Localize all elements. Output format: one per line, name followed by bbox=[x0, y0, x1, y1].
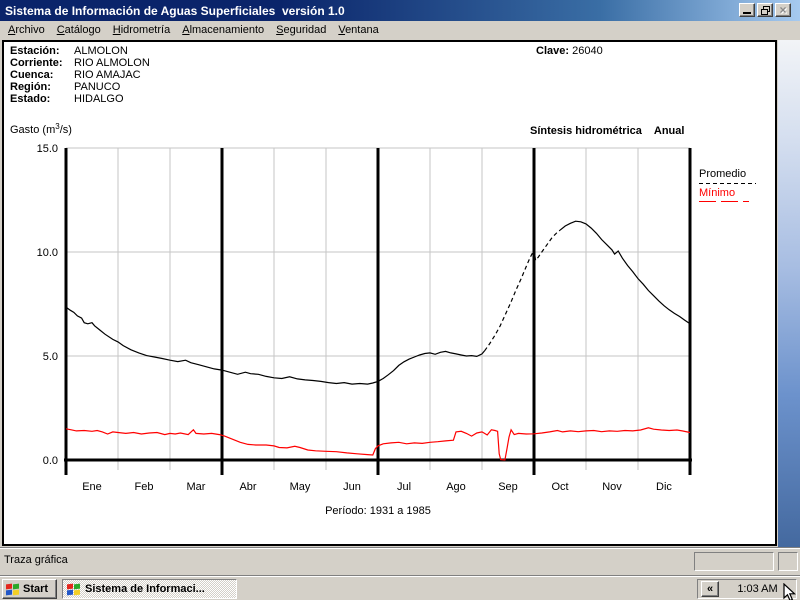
month-label: Jun bbox=[343, 481, 361, 493]
task-button-label: Sistema de Informaci... bbox=[85, 583, 205, 595]
month-label: Oct bbox=[551, 481, 568, 493]
minimize-icon bbox=[743, 12, 751, 14]
month-label: Sep bbox=[498, 481, 518, 493]
windows-logo-icon bbox=[6, 583, 20, 596]
station-row: Cuenca: RIO AMAJAC bbox=[10, 69, 150, 81]
station-row: Corriente: RIO ALMOLON bbox=[10, 57, 150, 69]
month-label: Ene bbox=[82, 481, 102, 493]
clave-field: Clave: 26040 bbox=[536, 45, 603, 57]
menu-item-catalogo[interactable]: Catálogo bbox=[56, 24, 101, 36]
month-label: Ago bbox=[446, 481, 466, 493]
menu-item-ventana[interactable]: Ventana bbox=[338, 24, 379, 36]
station-value: RIO ALMOLON bbox=[74, 57, 150, 69]
status-panel bbox=[778, 552, 798, 571]
hydrograph-chart: 15.0 10.0 5.0 0.0 Ene Feb Mar Abr May Jun Jul Ago Se… bbox=[37, 143, 692, 517]
month-label: Nov bbox=[602, 481, 622, 493]
station-row: Estación: ALMOLON bbox=[10, 45, 150, 57]
station-info: Estación: ALMOLON Corriente: RIO ALMOLON C… bbox=[10, 45, 150, 105]
station-value: HIDALGO bbox=[74, 93, 124, 105]
window-title-bar: Sistema de Información de Aguas Superfic… bbox=[0, 0, 800, 21]
tray-collapse-button[interactable]: « bbox=[701, 581, 719, 597]
taskbar-task-button[interactable]: Sistema de Informaci... bbox=[62, 579, 237, 599]
station-label: Estado: bbox=[10, 93, 51, 105]
legend-promedio-line bbox=[699, 183, 756, 184]
status-panel bbox=[694, 552, 774, 571]
desktop-gradient-strip bbox=[778, 40, 800, 547]
app-icon bbox=[67, 583, 81, 596]
month-label: Jul bbox=[397, 481, 411, 493]
promedio-series-line bbox=[65, 306, 486, 385]
clave-label: Clave: bbox=[536, 45, 570, 57]
clave-value: 26040 bbox=[572, 45, 603, 57]
menu-bar: Archivo Catálogo Hidrometría Almacenamiento… bbox=[0, 21, 800, 40]
month-label: Dic bbox=[656, 481, 672, 493]
legend-minimo-label: Mínimo bbox=[699, 187, 736, 199]
station-label: Estación: bbox=[10, 45, 60, 57]
month-label: Mar bbox=[187, 481, 206, 493]
y-tick-label: 5.0 bbox=[43, 351, 58, 363]
station-value: ALMOLON bbox=[74, 45, 128, 57]
menu-item-archivo[interactable]: Archivo bbox=[8, 24, 45, 36]
close-icon: × bbox=[779, 3, 787, 17]
system-tray: « 1:03 AM bbox=[697, 579, 797, 599]
mouse-cursor bbox=[783, 582, 797, 600]
status-text: Traza gráfica bbox=[4, 554, 68, 566]
station-label: Región: bbox=[10, 81, 51, 93]
y-axis-title: Gasto (m3/s) bbox=[10, 122, 72, 136]
y-tick-label: 15.0 bbox=[37, 143, 58, 155]
status-bar: Traza gráfica bbox=[0, 547, 800, 575]
station-value: RIO AMAJAC bbox=[74, 69, 141, 81]
menu-item-hidrometria[interactable]: Hidrometría bbox=[112, 24, 171, 36]
chart-legend: Promedio Mínimo bbox=[699, 168, 769, 202]
close-button[interactable]: × bbox=[775, 3, 791, 17]
chart-title-text: Síntesis hidrométrica bbox=[530, 125, 642, 137]
window-controls: × bbox=[739, 3, 791, 17]
station-label: Cuenca: bbox=[10, 69, 54, 81]
minimize-button[interactable] bbox=[739, 3, 755, 17]
period-label: Período: 1931 a 1985 bbox=[325, 505, 431, 517]
restore-button[interactable] bbox=[757, 3, 773, 17]
promedio-series-line bbox=[484, 229, 561, 352]
station-row: Estado: HIDALGO bbox=[10, 93, 150, 105]
station-value: PANUCO bbox=[74, 81, 121, 93]
station-row: Región: PANUCO bbox=[10, 81, 150, 93]
chart-title-period-type: Anual bbox=[653, 125, 685, 137]
promedio-series-line bbox=[559, 220, 691, 325]
station-label: Corriente: bbox=[10, 57, 63, 69]
legend-minimo-line bbox=[699, 201, 749, 202]
window-title: Sistema de Información de Aguas Superfic… bbox=[5, 3, 345, 18]
y-tick-label: 0.0 bbox=[43, 455, 58, 467]
legend-promedio-label: Promedio bbox=[699, 168, 747, 180]
month-label: Abr bbox=[239, 481, 256, 493]
chart-title: Síntesis hidrométrica Anual bbox=[530, 125, 684, 137]
restore-icon bbox=[761, 6, 770, 15]
menu-item-seguridad[interactable]: Seguridad bbox=[276, 24, 327, 36]
client-area: Estación: ALMOLON Corriente: RIO ALMOLON C… bbox=[2, 40, 777, 546]
minimo-series-line bbox=[65, 427, 691, 461]
start-button-label: Start bbox=[23, 583, 49, 595]
month-label: May bbox=[290, 481, 311, 493]
taskbar-clock: 1:03 AM bbox=[737, 583, 778, 595]
menu-item-almacenamiento[interactable]: Almacenamiento bbox=[182, 24, 265, 36]
start-button[interactable]: Start bbox=[2, 579, 57, 599]
month-label: Feb bbox=[135, 481, 154, 493]
y-tick-label: 10.0 bbox=[37, 247, 58, 259]
taskbar: Start Sistema de Informaci... « 1:03 AM bbox=[0, 575, 800, 600]
